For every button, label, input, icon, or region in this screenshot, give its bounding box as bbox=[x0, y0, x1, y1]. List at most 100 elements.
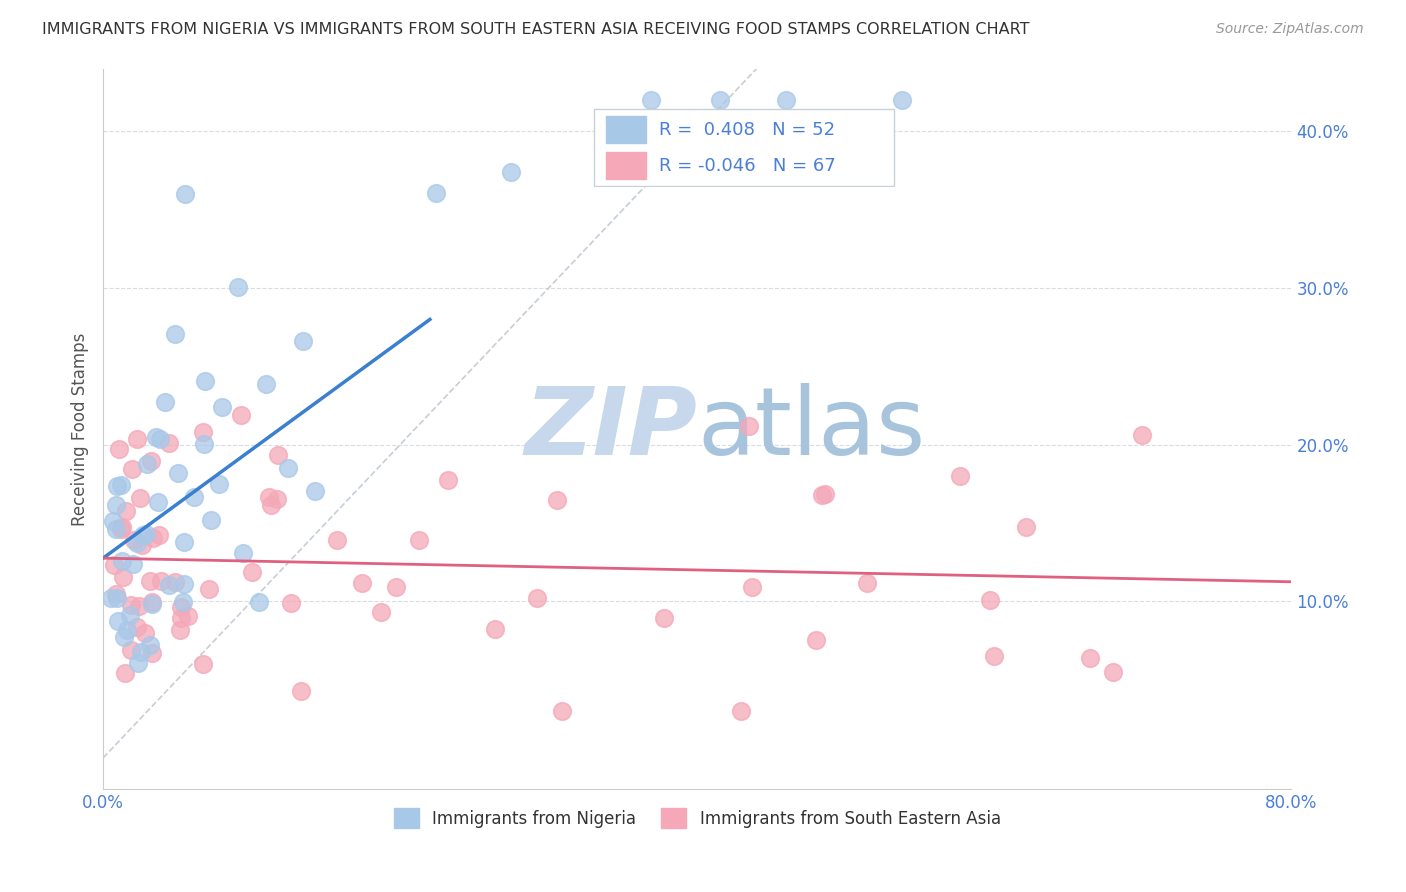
Legend: Immigrants from Nigeria, Immigrants from South Eastern Asia: Immigrants from Nigeria, Immigrants from… bbox=[387, 801, 1007, 835]
Point bbox=[105, 479, 128, 493]
Point bbox=[141, 594, 163, 608]
Point bbox=[139, 574, 162, 588]
FancyBboxPatch shape bbox=[606, 152, 647, 179]
Point bbox=[211, 401, 233, 415]
Point bbox=[163, 327, 186, 342]
Point bbox=[257, 490, 280, 504]
FancyBboxPatch shape bbox=[593, 109, 894, 186]
Point bbox=[304, 483, 326, 498]
Text: atlas: atlas bbox=[697, 383, 925, 475]
Point bbox=[277, 461, 299, 475]
Point bbox=[949, 469, 972, 483]
Text: ZIP: ZIP bbox=[524, 383, 697, 475]
Point bbox=[1102, 665, 1125, 679]
Point bbox=[125, 536, 148, 550]
Point bbox=[120, 643, 142, 657]
Point bbox=[135, 527, 157, 541]
Text: R = -0.046   N = 67: R = -0.046 N = 67 bbox=[658, 157, 835, 175]
Point bbox=[104, 587, 127, 601]
Point bbox=[108, 442, 131, 456]
Point bbox=[110, 478, 132, 492]
Point bbox=[141, 598, 163, 612]
Point bbox=[183, 490, 205, 504]
FancyBboxPatch shape bbox=[606, 116, 647, 143]
Point bbox=[1078, 651, 1101, 665]
Point bbox=[856, 576, 879, 591]
Point bbox=[177, 608, 200, 623]
Point bbox=[193, 657, 215, 672]
Point bbox=[110, 520, 132, 534]
Point bbox=[280, 596, 302, 610]
Point bbox=[125, 432, 148, 446]
Point bbox=[170, 610, 193, 624]
Point bbox=[254, 377, 277, 392]
Point bbox=[132, 527, 155, 541]
Point bbox=[814, 487, 837, 501]
Point bbox=[145, 430, 167, 444]
Point bbox=[891, 93, 914, 107]
Point bbox=[127, 657, 149, 671]
Point bbox=[169, 623, 191, 637]
Point bbox=[114, 631, 136, 645]
Point bbox=[111, 570, 134, 584]
Point bbox=[153, 395, 176, 409]
Point bbox=[134, 625, 156, 640]
Point bbox=[100, 591, 122, 605]
Point bbox=[290, 684, 312, 698]
Point bbox=[232, 546, 254, 560]
Point bbox=[131, 538, 153, 552]
Point bbox=[114, 666, 136, 681]
Point bbox=[709, 93, 731, 107]
Point bbox=[169, 600, 191, 615]
Point bbox=[127, 620, 149, 634]
Point bbox=[738, 419, 761, 434]
Point bbox=[128, 599, 150, 613]
Point bbox=[105, 498, 128, 512]
Point bbox=[194, 374, 217, 388]
Point bbox=[163, 574, 186, 589]
Point bbox=[526, 591, 548, 605]
Point bbox=[103, 558, 125, 573]
Point bbox=[741, 580, 763, 594]
Point bbox=[546, 492, 568, 507]
Point bbox=[484, 622, 506, 636]
Point bbox=[167, 466, 190, 480]
Point bbox=[107, 614, 129, 628]
Point bbox=[148, 433, 170, 447]
Point bbox=[730, 704, 752, 718]
Point bbox=[385, 580, 408, 594]
Point bbox=[128, 491, 150, 505]
Point bbox=[118, 607, 141, 622]
Point bbox=[810, 488, 832, 502]
Point bbox=[121, 462, 143, 476]
Point bbox=[350, 576, 373, 591]
Point bbox=[148, 528, 170, 542]
Point bbox=[173, 577, 195, 591]
Point bbox=[142, 531, 165, 545]
Point bbox=[652, 610, 675, 624]
Point bbox=[193, 437, 215, 451]
Point bbox=[249, 595, 271, 609]
Point bbox=[131, 645, 153, 659]
Point bbox=[200, 513, 222, 527]
Text: R =  0.408   N = 52: R = 0.408 N = 52 bbox=[658, 120, 835, 138]
Point bbox=[141, 454, 163, 468]
Point bbox=[115, 504, 138, 518]
Text: IMMIGRANTS FROM NIGERIA VS IMMIGRANTS FROM SOUTH EASTERN ASIA RECEIVING FOOD STA: IMMIGRANTS FROM NIGERIA VS IMMIGRANTS FR… bbox=[42, 22, 1029, 37]
Point bbox=[193, 425, 215, 439]
Point bbox=[1014, 520, 1036, 534]
Point bbox=[208, 477, 231, 491]
Point bbox=[149, 574, 172, 588]
Point bbox=[804, 633, 827, 648]
Point bbox=[146, 494, 169, 508]
Point bbox=[141, 646, 163, 660]
Point bbox=[266, 449, 288, 463]
Point bbox=[501, 164, 523, 178]
Point bbox=[231, 408, 253, 422]
Y-axis label: Receiving Food Stamps: Receiving Food Stamps bbox=[72, 332, 89, 525]
Point bbox=[172, 595, 194, 609]
Point bbox=[120, 599, 142, 613]
Point bbox=[240, 565, 263, 579]
Point bbox=[101, 514, 124, 528]
Point bbox=[437, 473, 460, 487]
